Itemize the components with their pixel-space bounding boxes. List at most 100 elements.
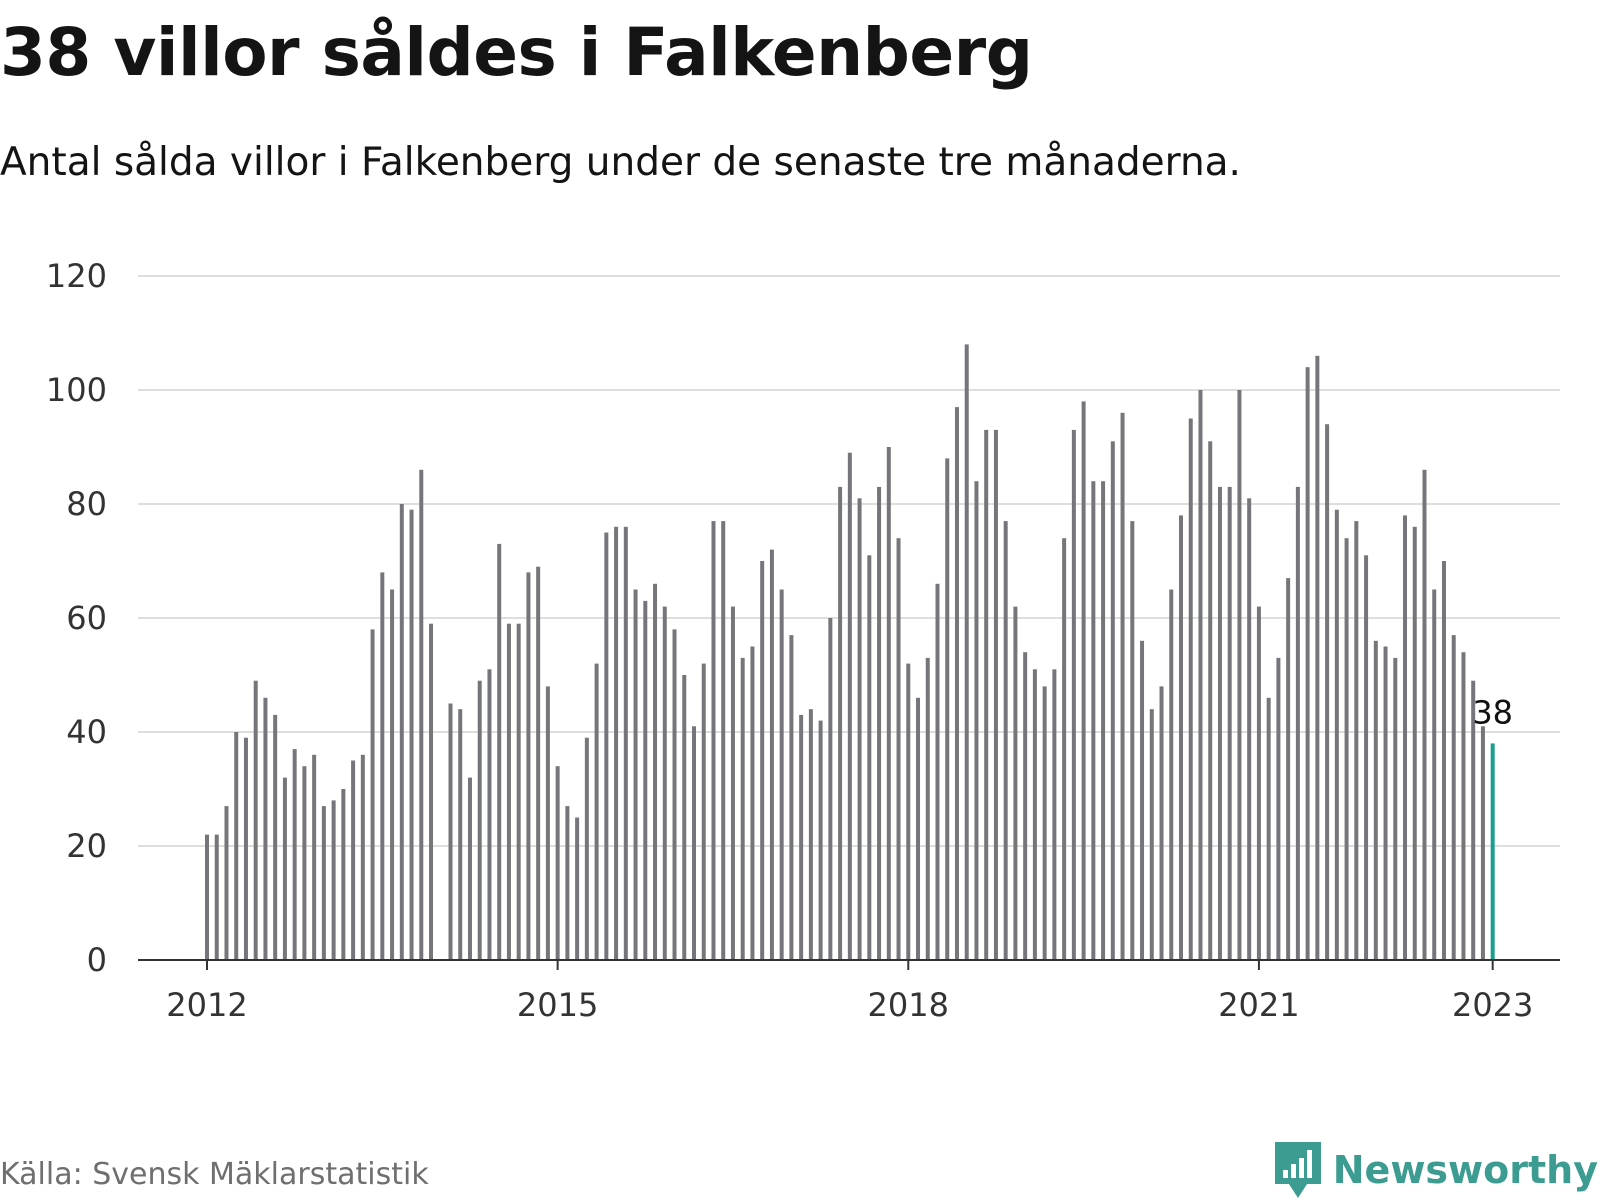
bar [1412,526,1417,960]
bar [205,834,209,960]
bar [1140,640,1145,960]
bar [487,669,492,960]
bar [584,737,589,960]
bar [954,407,959,961]
bar [497,543,502,960]
bar [360,754,365,960]
bar-chart: 0 20 40 60 80 100 120 2012 2015 2018 2021 2023 38 [46,257,1560,1024]
bar [789,635,794,960]
bar [614,526,619,960]
bar [1305,367,1310,960]
bar [1188,418,1193,960]
bar [701,663,706,960]
bar [448,703,453,960]
bar [1295,486,1300,960]
bar [935,583,940,960]
bar [1373,640,1378,960]
bar [750,646,755,960]
y-tick-label: 0 [87,941,107,979]
bar [1354,521,1359,960]
bar [867,555,872,960]
bar [1169,589,1174,960]
bar [653,583,658,960]
bar [526,572,531,960]
bar [1451,635,1456,960]
bar [1403,515,1408,960]
bar [594,663,599,960]
bar [604,532,609,960]
brand-logo: Newsworthy [1273,1140,1598,1200]
bar [1471,680,1476,960]
y-tick-label: 80 [66,485,107,523]
bar [1286,578,1291,960]
bar [886,447,891,960]
bar-highlight [1490,743,1495,960]
bar [808,709,813,960]
bar [565,806,570,960]
bar [458,709,463,960]
bar [536,566,541,960]
x-tick-label: 2015 [517,986,598,1024]
bar [740,657,745,960]
bar [1208,441,1213,960]
bar [662,606,667,960]
bar [711,521,716,960]
bar [1052,669,1057,960]
bar [1461,652,1466,960]
bar [467,777,472,960]
bar [1042,686,1047,960]
bar [1217,486,1222,960]
bar [1344,538,1349,960]
bar [1003,521,1008,960]
bar [555,766,560,960]
bar [877,486,882,960]
bar [760,561,765,960]
bar [506,623,511,960]
bar [1325,424,1330,960]
bar [838,486,843,960]
bar [370,629,375,960]
bar [721,521,726,960]
y-tick-label: 100 [46,371,107,409]
bars [205,344,1495,961]
x-tick-label: 2023 [1452,986,1533,1024]
bar [224,806,229,960]
bar [916,697,921,960]
bar [390,589,395,960]
bar [477,680,482,960]
y-tick-label: 40 [66,713,107,751]
bar [1013,606,1018,960]
bar [273,714,278,960]
x-tick-label: 2021 [1218,986,1299,1024]
bar [672,629,677,960]
bar [1432,589,1437,960]
bar [730,606,735,960]
bar [799,714,804,960]
bar [292,749,297,960]
bar [974,481,979,960]
bar [906,663,911,960]
bar [1120,412,1125,960]
bar [1149,709,1154,960]
y-tick-label: 120 [46,257,107,295]
bar [1393,657,1398,960]
bar [302,766,307,960]
bar [1023,652,1028,960]
bar [214,834,219,960]
bar [1071,429,1076,960]
bar [993,429,998,960]
bar [545,686,550,960]
bar [682,675,687,960]
bar [1227,486,1232,960]
bar [234,732,239,960]
bar [243,737,248,960]
bar [1081,401,1086,960]
bar [1334,509,1339,960]
bar [516,623,521,960]
bar [399,504,404,960]
y-tick-label: 20 [66,827,107,865]
bar [769,549,774,960]
bar [1364,555,1369,960]
bar [1110,441,1115,960]
bar [429,623,434,960]
